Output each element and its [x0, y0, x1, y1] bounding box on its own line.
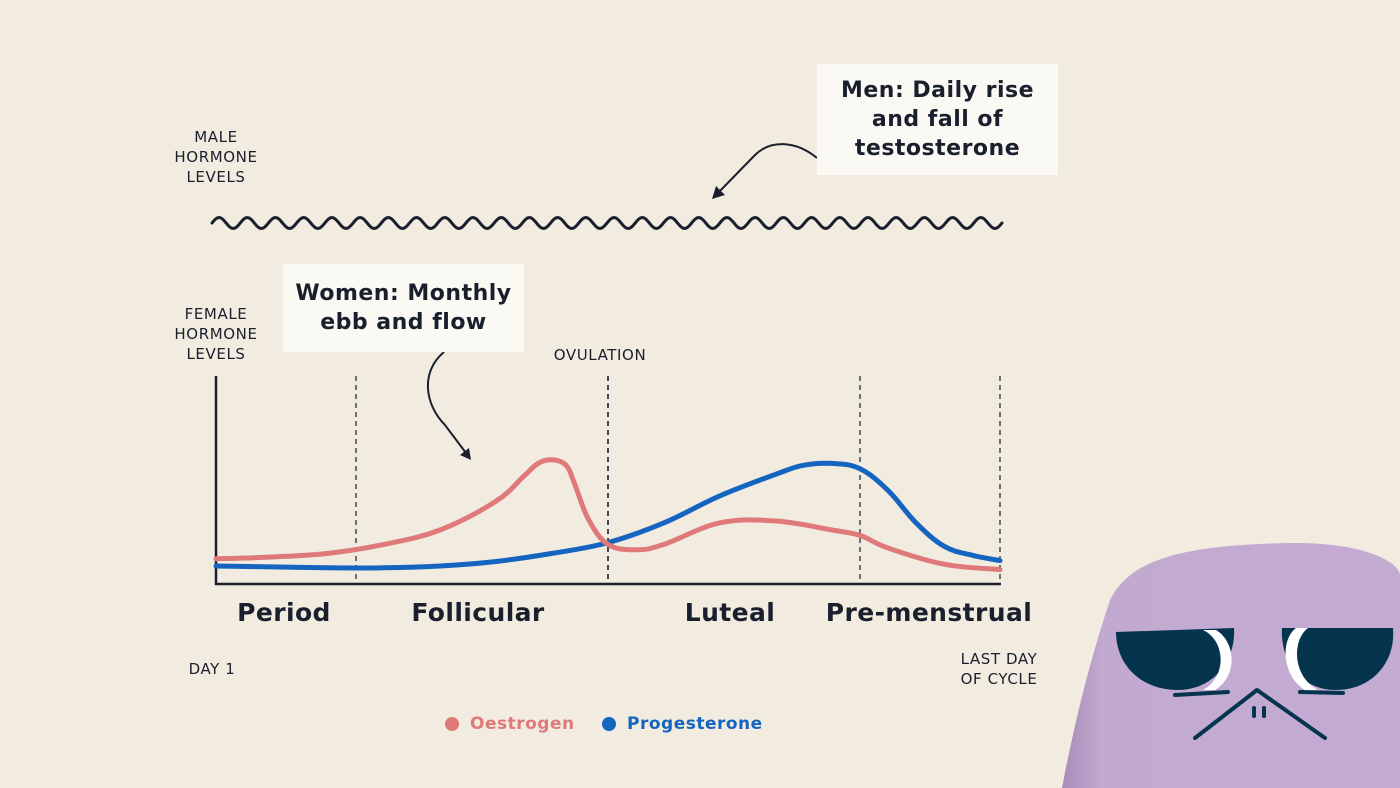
legend-oestrogen: Oestrogen: [445, 714, 575, 734]
oestrogen-line: [213, 457, 1003, 573]
day-end-label-line2: OF CYCLE: [960, 670, 1038, 688]
mascot-left-eye-icon: [1203, 630, 1232, 690]
women-callout-line1: Women: Monthly: [295, 281, 512, 306]
mascot-left-brow: [1173, 690, 1230, 697]
mascot-left-lens-icon: [1116, 628, 1235, 690]
testosterone-wave: [210, 215, 1004, 231]
phase-label-follicular: Follicular: [411, 598, 545, 627]
day-end-label: LAST DAY OF CYCLE: [940, 649, 1058, 689]
legend-oestrogen-label: Oestrogen: [470, 714, 575, 734]
mascot-nose-icon: [1193, 688, 1327, 740]
men-callout-line1: Men: Daily rise: [840, 78, 1035, 103]
legend-progesterone: Progesterone: [602, 714, 763, 734]
day-start-label: DAY 1: [188, 660, 236, 678]
female-axis-label-line3: LEVELS: [186, 345, 246, 363]
day-end-label-line1: LAST DAY: [960, 650, 1038, 668]
legend-progesterone-label: Progesterone: [627, 714, 763, 734]
oestrogen-dot-icon: [445, 717, 459, 731]
male-axis-label-line1: MALE: [194, 128, 238, 146]
men-callout-line2: and fall of: [871, 107, 1004, 132]
mascot-right-eye-icon: [1285, 628, 1318, 690]
phase-label-premenstrual: Pre-menstrual: [825, 598, 1033, 627]
mascot-right-brow: [1298, 690, 1345, 695]
phase-label-luteal: Luteal: [684, 598, 776, 627]
female-axis-label-line2: HORMONE: [174, 325, 258, 343]
female-axis-label: FEMALE HORMONE LEVELS: [160, 304, 272, 364]
male-axis-label: MALE HORMONE LEVELS: [160, 127, 272, 187]
men-callout-arrow: [712, 143, 818, 199]
women-callout: Women: Monthly ebb and flow: [283, 264, 524, 352]
female-axis-label-line1: FEMALE: [184, 305, 248, 323]
male-axis-label-line3: LEVELS: [186, 168, 246, 186]
ovulation-label: OVULATION: [553, 346, 647, 364]
male-axis-label-line2: HORMONE: [174, 148, 258, 166]
mascot-right-lens-icon: [1281, 628, 1394, 690]
women-callout-line2: ebb and flow: [320, 310, 487, 335]
progesterone-dot-icon: [602, 717, 616, 731]
men-callout: Men: Daily rise and fall of testosterone: [817, 64, 1058, 175]
men-callout-line3: testosterone: [854, 136, 1021, 161]
progesterone-line: [213, 460, 1003, 571]
phase-label-period: Period: [237, 598, 331, 627]
mascot-character: [1062, 542, 1400, 788]
women-callout-arrow: [427, 351, 471, 460]
